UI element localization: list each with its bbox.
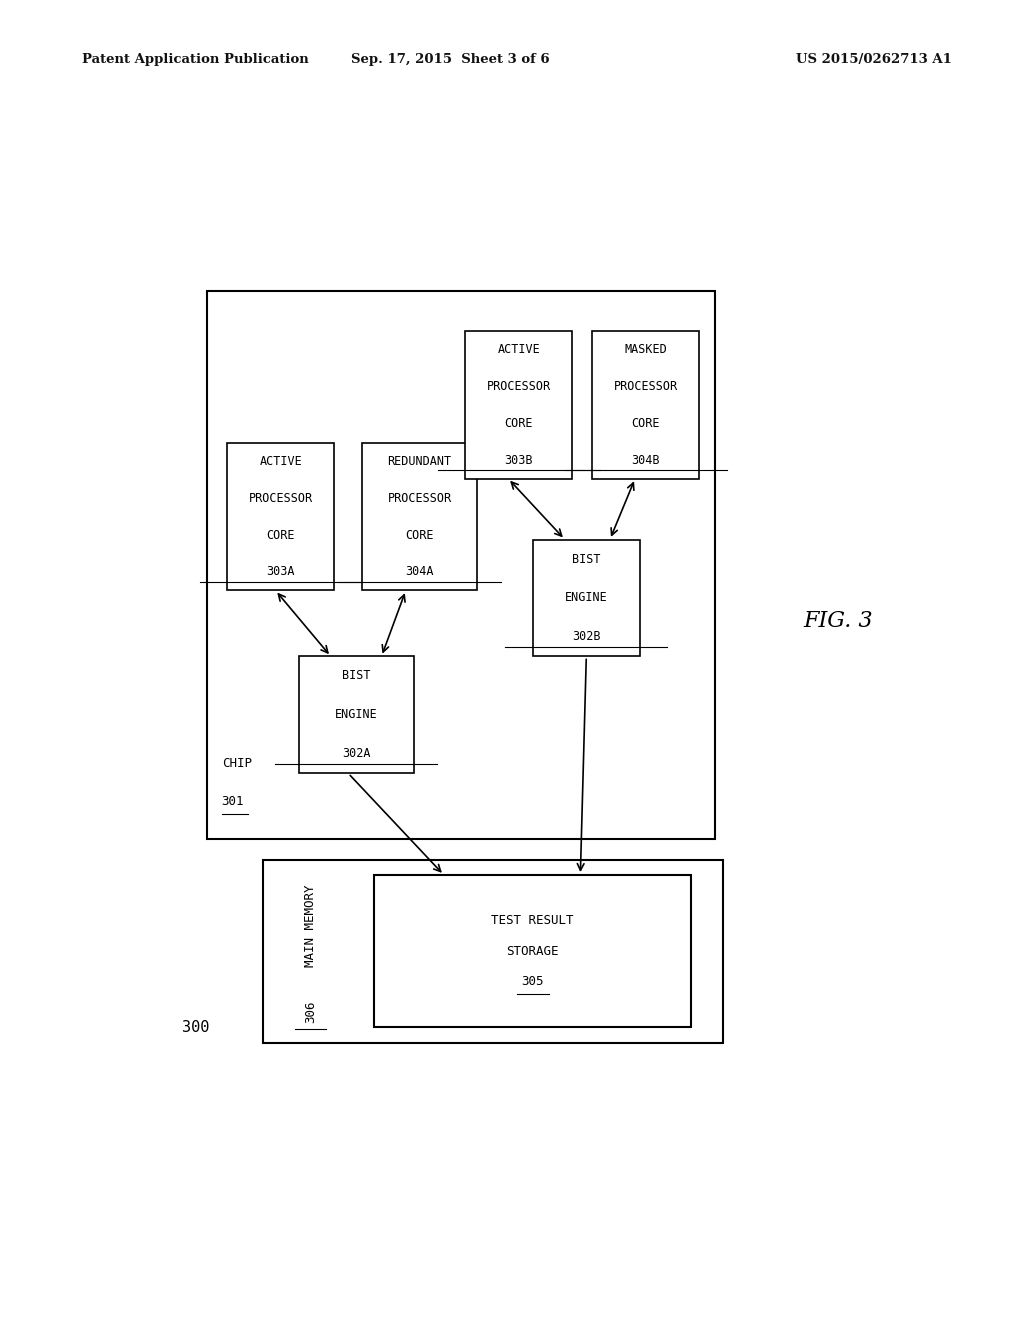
Text: PROCESSOR: PROCESSOR <box>249 492 312 504</box>
Bar <box>263 859 723 1043</box>
Text: PROCESSOR: PROCESSOR <box>388 492 452 504</box>
Text: CORE: CORE <box>406 528 434 541</box>
Text: REDUNDANT: REDUNDANT <box>388 455 452 467</box>
Text: STORAGE: STORAGE <box>507 945 559 958</box>
Text: ENGINE: ENGINE <box>565 591 607 605</box>
Text: MAIN MEMORY: MAIN MEMORY <box>304 884 317 968</box>
Bar <box>299 656 414 774</box>
Bar <box>374 875 691 1027</box>
Text: 301: 301 <box>221 795 244 808</box>
Bar <box>592 331 699 479</box>
Text: 304B: 304B <box>632 454 660 467</box>
Text: ENGINE: ENGINE <box>335 709 378 721</box>
Text: BIST: BIST <box>572 553 600 565</box>
Bar <box>207 290 716 840</box>
Text: CHIP: CHIP <box>221 756 252 770</box>
Text: 304A: 304A <box>406 565 434 578</box>
Text: 302A: 302A <box>342 747 371 760</box>
Text: CORE: CORE <box>505 417 534 430</box>
Text: MASKED: MASKED <box>625 343 668 356</box>
Text: US 2015/0262713 A1: US 2015/0262713 A1 <box>797 53 952 66</box>
Bar <box>465 331 572 479</box>
Bar <box>227 444 334 590</box>
Text: 300: 300 <box>182 1020 209 1035</box>
Text: BIST: BIST <box>342 669 371 682</box>
Text: TEST RESULT: TEST RESULT <box>492 915 574 927</box>
Text: 303B: 303B <box>505 454 534 467</box>
Text: Patent Application Publication: Patent Application Publication <box>82 53 308 66</box>
Text: 306: 306 <box>304 1001 317 1023</box>
Text: 303A: 303A <box>266 565 295 578</box>
Bar <box>532 540 640 656</box>
Text: ACTIVE: ACTIVE <box>498 343 541 356</box>
Text: PROCESSOR: PROCESSOR <box>486 380 551 393</box>
Text: PROCESSOR: PROCESSOR <box>613 380 678 393</box>
Text: CORE: CORE <box>266 528 295 541</box>
Bar <box>362 444 477 590</box>
Text: CORE: CORE <box>632 417 660 430</box>
Text: 305: 305 <box>521 975 544 989</box>
Text: ACTIVE: ACTIVE <box>259 455 302 467</box>
Text: FIG. 3: FIG. 3 <box>804 610 873 632</box>
Text: 302B: 302B <box>572 631 600 643</box>
Text: Sep. 17, 2015  Sheet 3 of 6: Sep. 17, 2015 Sheet 3 of 6 <box>351 53 550 66</box>
